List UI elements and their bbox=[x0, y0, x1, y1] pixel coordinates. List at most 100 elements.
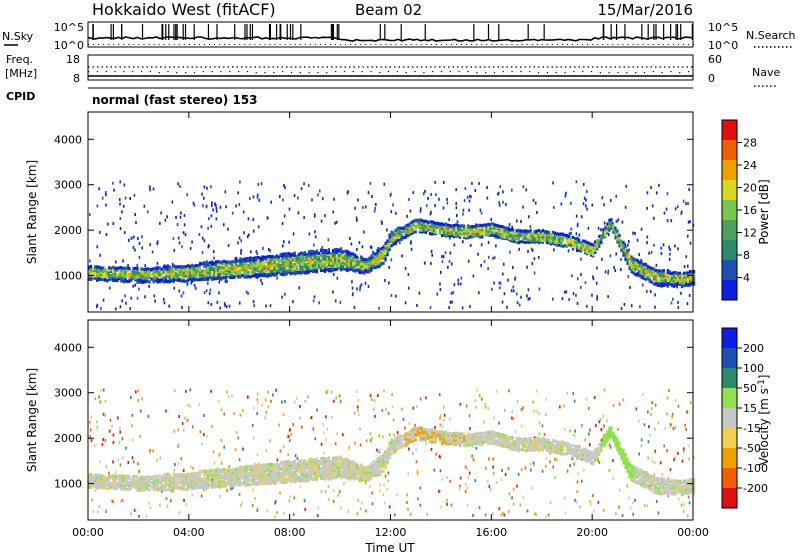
power-cell bbox=[205, 269, 207, 272]
power-point bbox=[454, 283, 456, 286]
velocity-point bbox=[328, 485, 330, 488]
power-cell bbox=[655, 282, 657, 285]
velocity-point bbox=[438, 490, 440, 493]
power-cell bbox=[564, 244, 566, 247]
power-cell bbox=[153, 271, 155, 274]
velocity-point bbox=[393, 418, 395, 421]
velocity-cell bbox=[151, 481, 153, 484]
power-cell bbox=[306, 263, 308, 266]
power-cell bbox=[624, 245, 626, 248]
power-cell bbox=[564, 234, 566, 237]
power-point bbox=[447, 266, 449, 269]
power-cell bbox=[144, 268, 146, 271]
velocity-point bbox=[300, 485, 302, 488]
power-point bbox=[235, 204, 237, 207]
velocity-point bbox=[382, 409, 384, 412]
velocity-point bbox=[269, 439, 271, 442]
velocity-point bbox=[550, 501, 552, 504]
power-cell bbox=[320, 249, 322, 252]
velocity-point bbox=[435, 453, 437, 456]
velocity-cell bbox=[157, 479, 159, 482]
freq-dot bbox=[344, 71, 345, 72]
velocity-point bbox=[598, 501, 600, 504]
power-point bbox=[204, 291, 206, 294]
power-point bbox=[564, 291, 566, 294]
noise-dot bbox=[441, 44, 442, 45]
velocity-point bbox=[590, 503, 592, 506]
velocity-point bbox=[141, 397, 143, 400]
power-point bbox=[217, 301, 219, 304]
power-cell bbox=[681, 277, 683, 280]
power-point bbox=[381, 222, 383, 225]
power-cell bbox=[96, 265, 98, 268]
velocity-point bbox=[275, 500, 277, 503]
velocity-point bbox=[647, 410, 649, 413]
power-cell bbox=[679, 276, 681, 279]
velocity-cell bbox=[104, 476, 106, 479]
velocity-point bbox=[673, 458, 675, 461]
velocity-point bbox=[230, 487, 232, 490]
power-cell bbox=[643, 270, 645, 273]
velocity-point bbox=[652, 460, 654, 463]
velocity-point bbox=[419, 486, 421, 489]
power-point bbox=[219, 307, 221, 310]
noise-dot bbox=[108, 44, 109, 45]
velocity-point bbox=[583, 469, 585, 472]
velocity-cell bbox=[165, 479, 167, 482]
velocity-cell bbox=[278, 477, 280, 480]
velocity-cell bbox=[280, 461, 282, 464]
velocity-point bbox=[192, 467, 194, 470]
power-cell bbox=[675, 274, 677, 277]
velocity-point bbox=[509, 492, 511, 495]
power-cell bbox=[175, 272, 177, 275]
power-cell bbox=[257, 273, 259, 276]
velocity-point bbox=[173, 469, 175, 472]
power-cell bbox=[288, 262, 290, 265]
power-point bbox=[440, 288, 442, 291]
power-point bbox=[430, 193, 432, 196]
power-cell bbox=[409, 222, 411, 225]
velocity-point bbox=[487, 407, 489, 410]
power-cell bbox=[503, 226, 505, 229]
velocity-point bbox=[218, 400, 220, 403]
velocity-cell bbox=[189, 473, 191, 476]
power-point bbox=[299, 286, 301, 289]
power-cell bbox=[332, 249, 334, 252]
noise-dot bbox=[486, 44, 487, 45]
velocity-point bbox=[137, 399, 139, 402]
velocity-point bbox=[594, 396, 596, 399]
power-cell bbox=[350, 252, 352, 255]
power-point bbox=[565, 192, 567, 195]
power-point bbox=[276, 277, 278, 280]
noise-dot bbox=[617, 44, 618, 45]
velocity-point bbox=[358, 399, 360, 402]
velocity-point bbox=[288, 435, 290, 438]
velocity-point bbox=[523, 496, 525, 499]
power-cell bbox=[598, 239, 600, 242]
velocity-point bbox=[511, 410, 513, 413]
power-cell bbox=[104, 272, 106, 275]
velocity-cell bbox=[128, 481, 130, 484]
power-point bbox=[651, 251, 653, 254]
power-cell bbox=[330, 262, 332, 265]
power-cell bbox=[372, 252, 374, 255]
power-point bbox=[443, 181, 445, 184]
freq-dot bbox=[564, 72, 565, 73]
velocity-point bbox=[467, 487, 469, 490]
power-cell bbox=[336, 265, 338, 268]
power-cell bbox=[372, 256, 374, 259]
velocity-cell bbox=[255, 470, 257, 473]
power-point bbox=[178, 237, 180, 240]
velocity-point bbox=[339, 490, 341, 493]
power-point bbox=[134, 249, 136, 252]
noise-dot bbox=[113, 44, 114, 45]
power-point bbox=[457, 279, 459, 282]
velocity-point bbox=[675, 399, 677, 402]
velocity-point bbox=[140, 410, 142, 413]
velocity-point bbox=[290, 433, 292, 436]
velocity-point bbox=[688, 444, 690, 447]
velocity-cell bbox=[282, 461, 284, 464]
velocity-point bbox=[504, 409, 506, 412]
power-point bbox=[585, 199, 587, 202]
